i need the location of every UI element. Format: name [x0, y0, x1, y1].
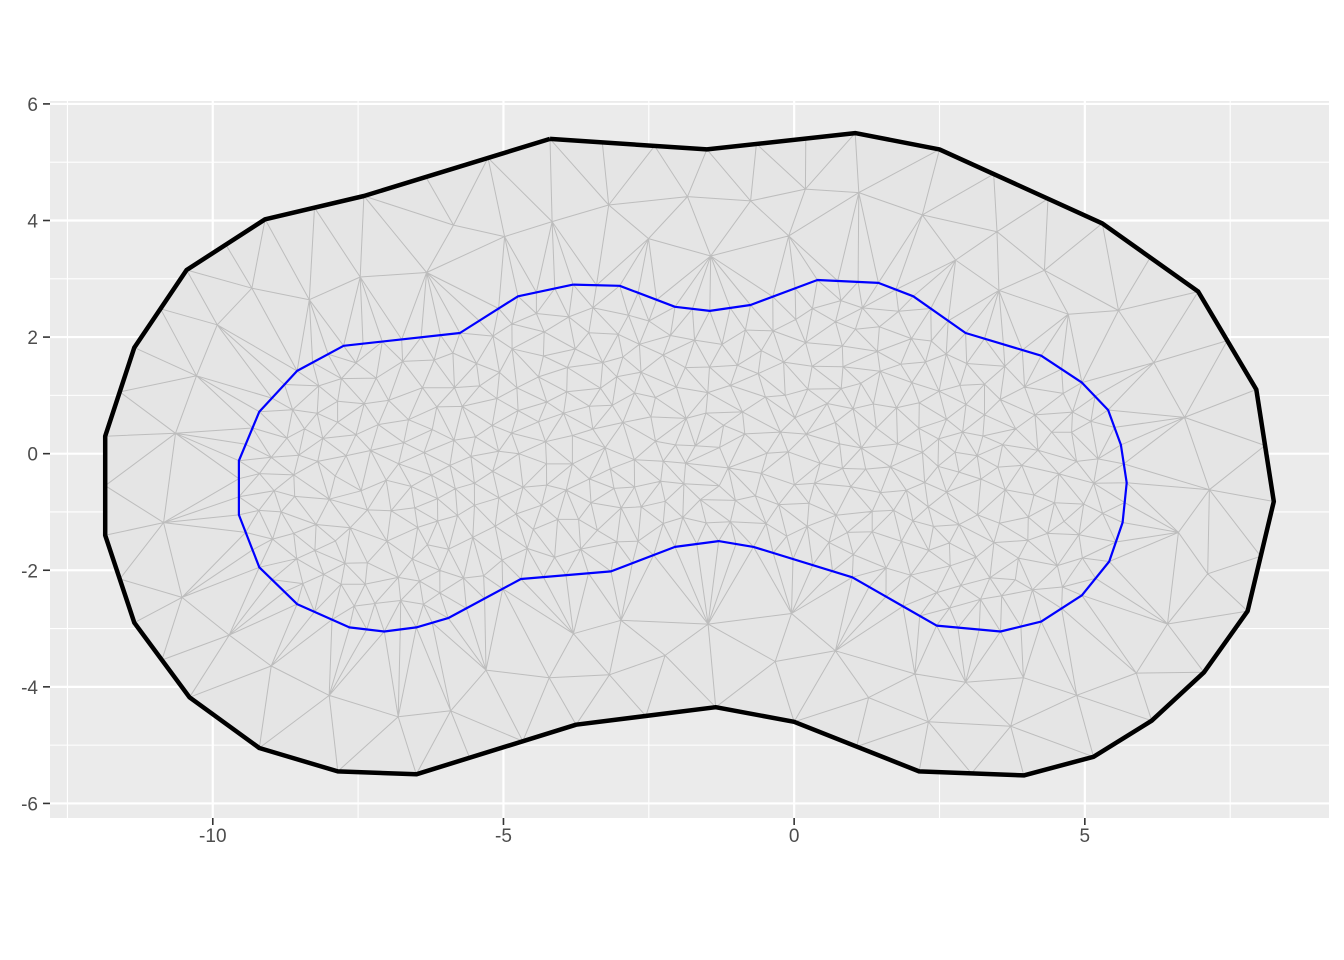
- y-tick-label: 2: [27, 328, 38, 349]
- triangulation-mesh: [104, 132, 1275, 776]
- mesh-boundaries: [102, 130, 1277, 778]
- outer-boundary-line: [102, 130, 1277, 778]
- y-tick-label: 6: [27, 95, 38, 116]
- mesh-domain-fill: [105, 133, 1274, 776]
- y-tick-label: -2: [21, 561, 38, 582]
- x-tick-label: 0: [789, 826, 800, 847]
- x-tick-label: -10: [199, 826, 226, 847]
- x-tick-label: -5: [495, 826, 512, 847]
- y-tick-label: 0: [27, 445, 38, 466]
- y-tick-label: -6: [21, 794, 38, 815]
- y-tick-label: -4: [21, 678, 38, 699]
- y-tick-label: 4: [27, 212, 38, 233]
- axes: -10 -5 0 5 -6 -4 -2 0 2 4 6: [21, 95, 1090, 847]
- inner-boundary-line: [237, 278, 1128, 633]
- x-tick-label: 5: [1080, 826, 1091, 847]
